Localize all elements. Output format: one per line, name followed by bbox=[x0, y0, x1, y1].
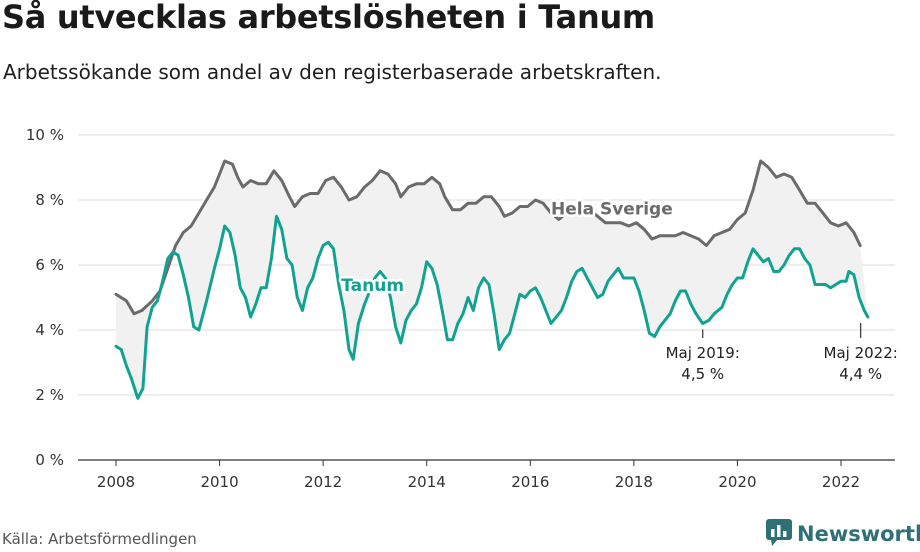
annotation-markers: Maj 2019: 4,5 % Maj 2022: 4,4 % bbox=[666, 323, 898, 383]
series-labels: Hela Sverige Tanum bbox=[339, 197, 675, 298]
y-tick-label: 10 % bbox=[26, 126, 64, 144]
annotation-label: 4,5 % bbox=[681, 365, 724, 383]
annotation-label: Maj 2019: bbox=[666, 344, 740, 362]
source-note: Källa: Arbetsförmedlingen bbox=[2, 530, 197, 548]
brand-logo[interactable]: Newsworthy bbox=[766, 518, 920, 550]
x-tick-label: 2014 bbox=[408, 473, 446, 491]
annotation-label: Maj 2022: bbox=[824, 344, 898, 362]
x-tick-label: 2020 bbox=[718, 473, 756, 491]
chart-title: Så utvecklas arbetslösheten i Tanum bbox=[2, 0, 655, 36]
y-tick-label: 6 % bbox=[35, 256, 64, 274]
y-tick-label: 2 % bbox=[35, 386, 64, 404]
annotation-label: 4,4 % bbox=[839, 365, 882, 383]
y-tick-label: 8 % bbox=[35, 191, 64, 209]
x-axis: 2008 2010 2012 2014 2016 2018 2020 2022 bbox=[97, 460, 860, 491]
series-lines bbox=[114, 159, 870, 400]
series-line-tanum bbox=[114, 214, 870, 400]
chart-subtitle: Arbetssökande som andel av den registerb… bbox=[3, 60, 662, 84]
chart-bubble-icon bbox=[766, 518, 792, 550]
series-line-hela-sverige bbox=[114, 159, 862, 316]
line-chart: 2008 2010 2012 2014 2016 2018 2020 2022 0 % 2 % 4… bbox=[26, 126, 898, 491]
x-tick-label: 2022 bbox=[822, 473, 860, 491]
x-tick-label: 2018 bbox=[615, 473, 653, 491]
y-axis-labels: 0 % 2 % 4 % 6 % 8 % 10 % bbox=[26, 126, 64, 469]
x-tick-label: 2016 bbox=[511, 473, 549, 491]
x-tick-label: 2008 bbox=[97, 473, 135, 491]
band-fill bbox=[116, 161, 868, 399]
x-tick-label: 2010 bbox=[200, 473, 238, 491]
y-tick-label: 0 % bbox=[35, 451, 64, 469]
y-tick-label: 4 % bbox=[35, 321, 64, 339]
brand-name: Newsworthy bbox=[797, 522, 920, 546]
x-tick-label: 2012 bbox=[304, 473, 342, 491]
series-label: Tanum bbox=[341, 276, 404, 296]
series-label: Hela Sverige bbox=[551, 200, 673, 220]
